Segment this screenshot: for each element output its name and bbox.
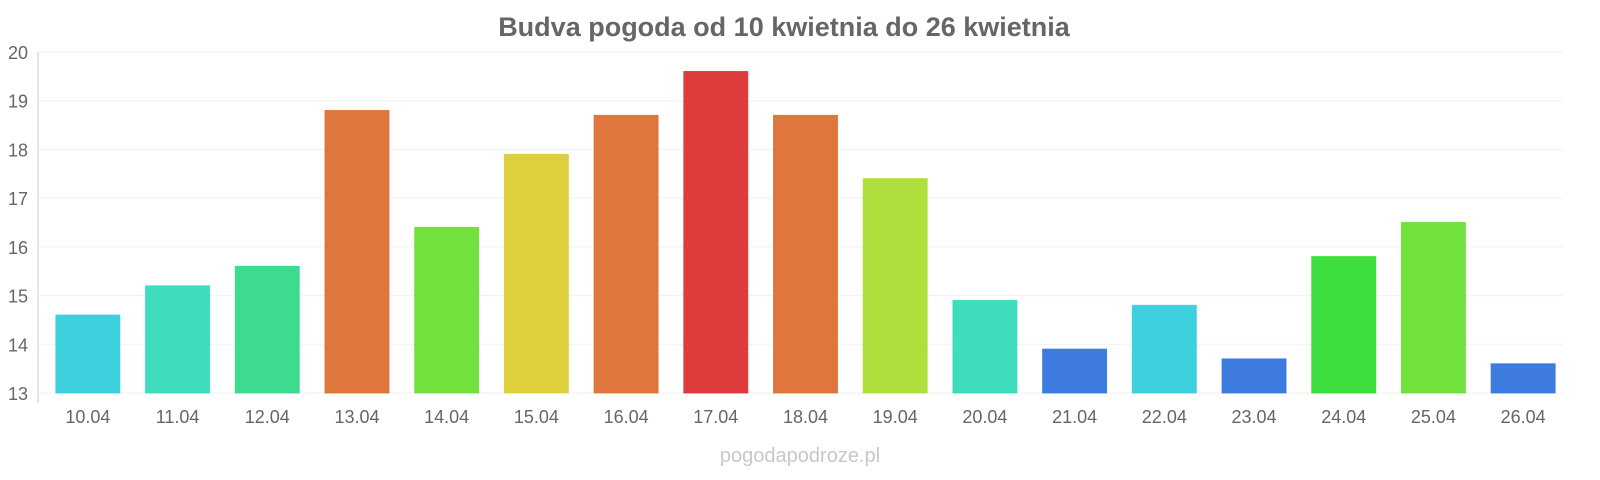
x-tick-label: 22.04 <box>1142 407 1187 427</box>
bar-18.04[interactable] <box>773 114 838 394</box>
x-tick-label: 26.04 <box>1501 407 1546 427</box>
bar-19.04[interactable] <box>862 178 928 394</box>
y-tick-label: 17 <box>8 189 28 209</box>
x-tick-label: 10.04 <box>65 407 110 427</box>
y-tick-label: 15 <box>8 287 28 307</box>
bar-15.04[interactable] <box>503 153 569 394</box>
bar-17.04[interactable] <box>683 70 749 394</box>
bar-16.04[interactable] <box>593 114 659 394</box>
x-tick-label: 13.04 <box>334 407 379 427</box>
y-tick-label: 16 <box>8 238 28 258</box>
x-tick-label: 21.04 <box>1052 407 1097 427</box>
x-tick-label: 24.04 <box>1321 407 1366 427</box>
bar-14.04[interactable] <box>414 226 480 394</box>
y-tick-label: 20 <box>8 43 28 63</box>
x-tick-label: 20.04 <box>962 407 1007 427</box>
bar-13.04[interactable] <box>324 109 390 394</box>
bar-23.04[interactable] <box>1221 358 1287 394</box>
x-tick-label: 19.04 <box>873 407 918 427</box>
bar-20.04[interactable] <box>952 299 1018 394</box>
x-tick-label: 25.04 <box>1411 407 1456 427</box>
x-tick-label: 14.04 <box>424 407 469 427</box>
chart-title: Budva pogoda od 10 kwietnia do 26 kwietn… <box>498 12 1071 42</box>
bar-10.04[interactable] <box>55 314 121 394</box>
bar-21.04[interactable] <box>1042 348 1108 394</box>
x-tick-label: 23.04 <box>1232 407 1277 427</box>
x-tick-label: 11.04 <box>156 407 200 427</box>
y-tick-label: 18 <box>8 140 28 160</box>
y-tick-label: 14 <box>8 335 28 355</box>
bar-12.04[interactable] <box>234 265 300 394</box>
y-tick-label: 19 <box>8 92 28 112</box>
bar-26.04[interactable] <box>1490 363 1556 394</box>
x-tick-label: 12.04 <box>245 407 290 427</box>
x-tick-label: 18.04 <box>783 407 828 427</box>
bar-24.04[interactable] <box>1311 256 1377 394</box>
footer-watermark: pogodapodroze.pl <box>720 445 880 467</box>
x-tick-label: 17.04 <box>693 407 738 427</box>
bar-25.04[interactable] <box>1400 222 1466 394</box>
x-tick-label: 16.04 <box>604 407 649 427</box>
bar-11.04[interactable] <box>145 285 211 394</box>
x-tick-label: 15.04 <box>514 407 559 427</box>
bar-22.04[interactable] <box>1131 304 1197 394</box>
y-tick-label: 13 <box>8 384 28 404</box>
